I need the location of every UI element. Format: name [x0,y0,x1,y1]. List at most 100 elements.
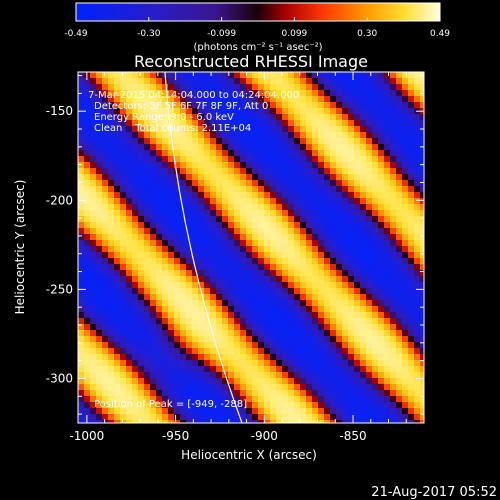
heatmap-cell [360,114,367,121]
heatmap-cell [114,336,121,343]
heatmap-cell [144,420,151,423]
heatmap-cell [186,234,193,241]
heatmap-cell [258,252,265,259]
heatmap-cell [150,270,157,277]
heatmap-cell [276,414,283,421]
heatmap-cell [378,390,385,397]
heatmap-cell [114,174,121,181]
heatmap-cell [264,276,271,283]
heatmap-cell [420,186,424,193]
heatmap-cell [240,342,247,349]
heatmap-cell [144,174,151,181]
heatmap-cell [294,312,301,319]
heatmap-cell [126,318,133,325]
heatmap-cell [108,180,115,187]
heatmap-cell [204,408,211,415]
heatmap-cell [192,96,199,103]
heatmap-cell [150,348,157,355]
heatmap-cell [144,240,151,247]
heatmap-cell [342,330,349,337]
heatmap-cell [198,204,205,211]
heatmap-cell [354,336,361,343]
heatmap-cell [390,174,397,181]
heatmap-cell [156,102,163,109]
heatmap-cell [114,252,121,259]
heatmap-cell [156,324,163,331]
heatmap-cell [180,192,187,199]
heatmap-cell [162,288,169,295]
heatmap-cell [264,258,271,265]
heatmap-cell [336,396,343,403]
heatmap-cell [276,204,283,211]
heatmap-cell [228,144,235,151]
heatmap-cell [264,96,271,103]
heatmap-cell [384,336,391,343]
heatmap-cell [186,318,193,325]
heatmap-cell [306,132,313,139]
heatmap-cell [162,240,169,247]
heatmap-cell [366,90,373,97]
heatmap-cell [114,144,121,151]
heatmap-cell [192,132,199,139]
heatmap-cell [348,336,355,343]
heatmap-cell [300,78,307,85]
heatmap-cell [168,324,175,331]
heatmap-cell [264,78,271,85]
heatmap-cell [390,300,397,307]
heatmap-cell [132,240,139,247]
heatmap-cell [318,108,325,115]
heatmap-cell [360,156,367,163]
heatmap-cell [96,180,103,187]
heatmap-cell [120,366,127,373]
heatmap-cell [240,276,247,283]
heatmap-cell [228,210,235,217]
heatmap-cell [312,108,319,115]
heatmap-cell [90,354,97,361]
heatmap-cell [246,348,253,355]
heatmap-cell [282,216,289,223]
heatmap-cell [240,192,247,199]
heatmap-cell [234,402,241,409]
heatmap-cell [354,402,361,409]
heatmap-cell [282,384,289,391]
heatmap-cell [96,114,103,121]
heatmap-cell [228,162,235,169]
heatmap-cell [186,372,193,379]
heatmap-cell [282,186,289,193]
heatmap-cell [318,378,325,385]
heatmap-cell [378,204,385,211]
heatmap-cell [354,300,361,307]
heatmap-cell [258,402,265,409]
heatmap-cell [372,114,379,121]
heatmap-cell [168,306,175,313]
heatmap-cell [360,240,367,247]
heatmap-cell [324,414,331,421]
heatmap-cell [222,402,229,409]
heatmap-cell [384,78,391,85]
heatmap-cell [156,384,163,391]
heatmap-cell [120,312,127,319]
heatmap-cell [414,114,421,121]
y-tick-label: -200 [46,193,73,207]
heatmap-cell [372,132,379,139]
heatmap-cell [204,126,211,133]
heatmap-cell [120,186,127,193]
heatmap-cell [168,96,175,103]
heatmap-cell [282,156,289,163]
heatmap-cell [312,234,319,241]
heatmap-cell [402,354,409,361]
heatmap-cell [330,420,337,423]
heatmap-cell [318,180,325,187]
heatmap-cell [396,258,403,265]
heatmap-cell [126,276,133,283]
heatmap-cell [396,330,403,337]
heatmap-cell [156,246,163,253]
heatmap-cell [234,348,241,355]
heatmap-cell [396,210,403,217]
heatmap-cell [318,276,325,283]
colorbar-tick-label: -0.099 [207,29,236,39]
heatmap-cell [336,420,343,423]
heatmap-cell [408,378,415,385]
heatmap-cell [294,366,301,373]
heatmap-cell [390,222,397,229]
